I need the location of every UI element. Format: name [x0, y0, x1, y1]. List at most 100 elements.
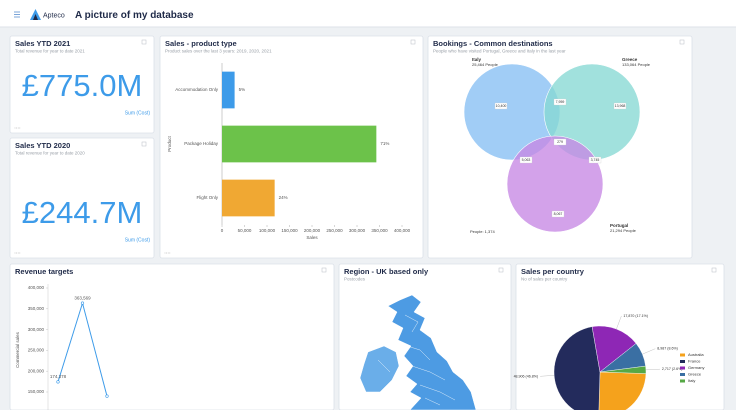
- x-tick-label: 400,000: [394, 228, 411, 233]
- card-menu[interactable]: [498, 267, 504, 273]
- x-axis-label: Sales: [306, 235, 318, 240]
- card-menu[interactable]: [141, 39, 147, 45]
- card-menu[interactable]: [141, 141, 147, 147]
- y-tick-label: 200,000: [28, 368, 45, 373]
- more-dot: [16, 127, 18, 129]
- header-bar: [0, 0, 736, 27]
- more-dot: [17, 252, 19, 254]
- x-tick-label: 200,000: [304, 228, 321, 233]
- card-menu[interactable]: [410, 39, 416, 45]
- menu-button[interactable]: [14, 11, 20, 18]
- pie-leader: [642, 348, 656, 355]
- legend-label: Greece: [688, 372, 702, 377]
- kpi-card: [9, 137, 155, 259]
- legend-swatch: [680, 373, 685, 376]
- y-axis-label: Product: [167, 135, 172, 151]
- y-tick-label: 150,000: [28, 389, 45, 394]
- kpi-measure: Sum (Cost): [125, 237, 151, 243]
- venn-set-name: Greece: [622, 57, 638, 62]
- more-dot: [164, 252, 166, 254]
- y-tick-label: 350,000: [28, 306, 45, 311]
- card-title: Sales - product type: [165, 39, 237, 48]
- more-dot: [16, 252, 18, 254]
- more-dot: [167, 252, 169, 254]
- legend-label: Germany: [688, 365, 704, 370]
- venn-region-box: [494, 102, 508, 110]
- kpi-card: [9, 35, 155, 134]
- venn-outside-label: People: 1,374: [470, 229, 495, 234]
- card-subtitle: People who have visited Portugal, Greece…: [433, 49, 566, 54]
- kpi-value: £244.7M: [22, 195, 143, 230]
- venn-region-label: 3,745: [591, 158, 600, 162]
- legend-swatch: [680, 379, 685, 383]
- more-dot: [17, 127, 19, 129]
- venn-set-count: 133,064 People: [622, 62, 651, 67]
- venn-region-box: [519, 156, 533, 164]
- card-icon: [498, 267, 504, 273]
- card-title: Bookings - Common destinations: [433, 39, 553, 48]
- y-axis-label: Commercial sales: [15, 331, 20, 368]
- logo-text: Apteco: [43, 12, 65, 19]
- legend-swatch: [680, 360, 685, 363]
- bar-share-label: 71%: [380, 141, 389, 146]
- more-dot: [14, 127, 16, 129]
- y-tick-label: 300,000: [28, 327, 45, 332]
- x-tick-label: 100,000: [259, 228, 276, 233]
- card-menu[interactable]: [321, 267, 327, 273]
- venn-region-box: [553, 98, 567, 106]
- card-title: Sales YTD 2021: [15, 39, 70, 48]
- venn-region-label: 5,063: [522, 158, 531, 162]
- y-tick-label: Package Holiday: [184, 141, 219, 146]
- dashboard-title: A picture of my database: [75, 10, 194, 21]
- venn-region-box: [551, 210, 565, 218]
- point-label: 363,569: [74, 295, 91, 300]
- card-icon: [321, 267, 327, 273]
- card-menu[interactable]: [711, 267, 717, 273]
- card-icon: [679, 39, 685, 45]
- x-tick-label: 250,000: [326, 228, 343, 233]
- x-tick-label: 300,000: [349, 228, 366, 233]
- card-menu[interactable]: [679, 39, 685, 45]
- card-title: Revenue targets: [15, 267, 73, 276]
- pie-slice: [591, 325, 637, 373]
- venn-region-label: 10,400: [496, 104, 507, 108]
- region-border: [411, 365, 446, 381]
- card-title: Region - UK based only: [344, 267, 429, 276]
- venn-region-box: [553, 138, 567, 146]
- pie-label: 48,906 (46.8%): [514, 374, 539, 378]
- region-border: [404, 314, 419, 333]
- logo-icon: [33, 14, 38, 20]
- x-tick-label: 350,000: [371, 228, 388, 233]
- card-subtitle: Total revenue for year to date 2020: [15, 151, 85, 156]
- legend-swatch: [680, 353, 685, 357]
- more-dot: [169, 252, 171, 254]
- x-tick-label: 0: [221, 228, 224, 233]
- ireland: [359, 345, 400, 393]
- venn-region-label: 279: [557, 140, 563, 144]
- card-icon: [141, 141, 147, 147]
- point-label: 174,378: [50, 374, 67, 379]
- y-tick-label: 400,000: [28, 285, 45, 290]
- great-britain: [387, 294, 477, 410]
- line-point: [80, 301, 85, 305]
- venn-region-label: 7,959: [556, 100, 565, 104]
- chart-card: [9, 263, 335, 410]
- pie-slice: [598, 371, 647, 410]
- line-point: [56, 380, 60, 384]
- pie-label: 8,987 (8.6%): [657, 347, 678, 351]
- pie-leader: [616, 315, 622, 330]
- bar: [222, 125, 377, 163]
- pie-label: 17,870 (17.1%): [623, 314, 648, 318]
- card-subtitle: Product sales over the last 3 years: 201…: [165, 49, 272, 54]
- pie-leader: [540, 375, 555, 377]
- y-tick-label: Flight Only: [196, 195, 218, 200]
- card-icon: [141, 39, 147, 45]
- card-subtitle: Total revenue for year to date 2021: [15, 49, 85, 54]
- legend-swatch: [680, 366, 685, 370]
- bar-share-label: 24%: [279, 195, 288, 200]
- pie-leader: [645, 369, 660, 370]
- card-title: Sales per country: [521, 267, 585, 276]
- card-subtitle: Postcodes: [344, 277, 366, 282]
- kpi-value: £775.0M: [22, 68, 143, 103]
